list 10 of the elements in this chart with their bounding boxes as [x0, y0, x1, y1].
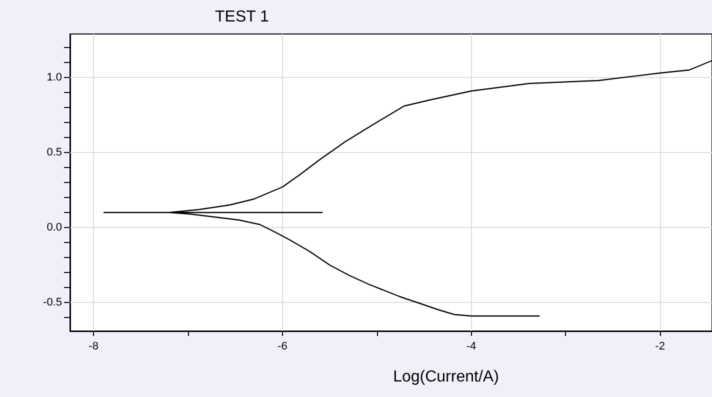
y-tick-label: -0.5: [43, 296, 62, 308]
y-tick-label: 1.0: [46, 72, 62, 84]
chart-title: TEST 1: [215, 8, 270, 26]
x-tick-label: -6: [278, 340, 288, 352]
x-axis-title: Log(Current/A): [393, 368, 499, 386]
x-tick-label: -4: [466, 340, 476, 352]
x-tick-label: -2: [655, 340, 665, 352]
y-tick-label: 0.5: [46, 146, 62, 158]
y-tick-label: 0.0: [46, 222, 62, 234]
x-tick-label: -8: [88, 340, 98, 352]
